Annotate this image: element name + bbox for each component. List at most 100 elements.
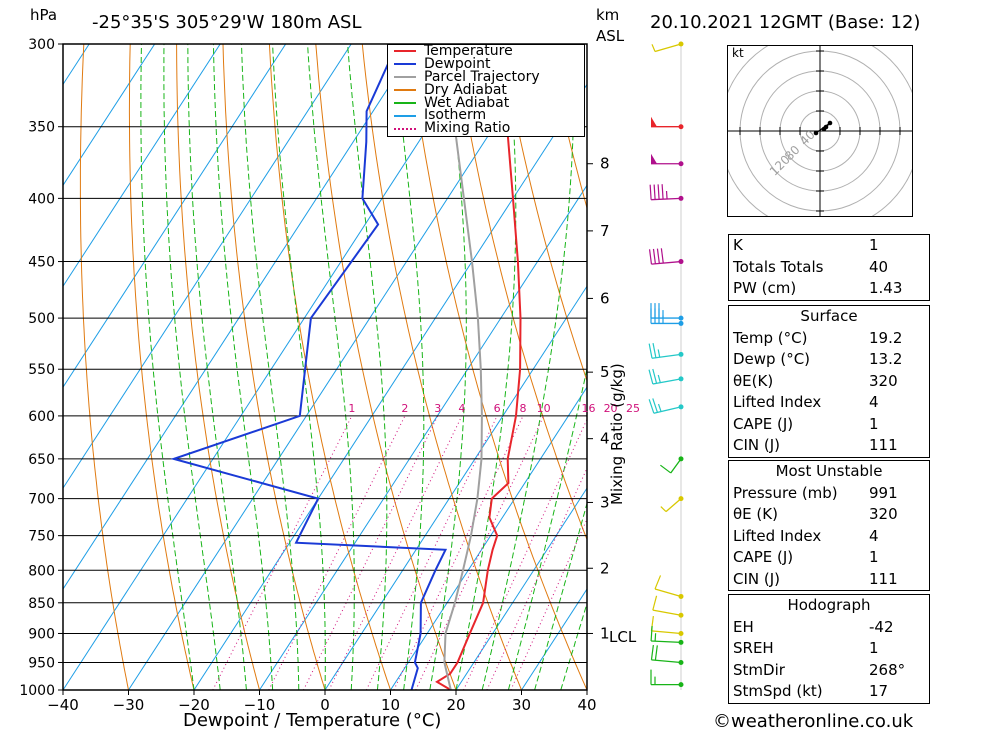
pressure-tick-label: 950: [28, 655, 55, 671]
wind-barb-flag: [661, 184, 664, 200]
x-tick-label: −30: [113, 696, 145, 714]
height-tick-label: 3: [600, 493, 610, 511]
mixing-ratio-label: 16: [582, 402, 596, 415]
index-value: 268°: [869, 660, 906, 679]
wind-barb-flag: [648, 343, 653, 359]
mixing-ratio-labels: 1 2 3 4 6 8 10 16 20 25: [348, 402, 640, 415]
copyright-footer: ©weatheronline.co.uk: [713, 711, 914, 732]
wind-barb-flag: [660, 464, 672, 474]
wind-barb-half-flag: [665, 190, 668, 200]
wet-adiabats: [140, 44, 587, 690]
legend-swatch: [394, 63, 416, 66]
wind-barb: [654, 575, 684, 599]
index-table-title: Surface: [800, 307, 858, 325]
dry-adiabat-line: [361, 44, 522, 690]
legend-swatch: [394, 127, 416, 130]
wind-barb-flag: [648, 249, 653, 265]
wind-barb: [648, 343, 684, 359]
index-label: CAPE (J): [733, 548, 794, 566]
x-tick-label: −40: [47, 696, 79, 714]
pressure-tick-label: 400: [28, 191, 55, 207]
most-unstable-index-table: Most Unstable Pressure (mb) 991 θE (K) 320 Li…: [728, 460, 930, 591]
mixing-ratio-line: [328, 415, 463, 690]
pressure-tick-label: 800: [28, 563, 55, 579]
wind-barb-flag: [654, 575, 662, 590]
sounding-series: [170, 44, 522, 690]
dry-adiabat-line: [408, 44, 587, 690]
dry-adiabat-line: [315, 44, 457, 690]
wind-barb: [660, 456, 684, 474]
pressure-tick-label: 550: [28, 362, 55, 378]
dry-adiabat-line: [128, 44, 195, 690]
index-value: 1: [869, 236, 879, 254]
height-unit-km: km: [596, 6, 620, 24]
index-value: 1.43: [869, 279, 903, 297]
wind-barb-staff: [654, 588, 682, 598]
series-line-temperature: [435, 44, 522, 690]
dry-adiabat-line: [966, 44, 1000, 690]
mixing-ratio-line: [268, 415, 406, 690]
index-row: StmSpd (kt) 17: [729, 681, 929, 703]
index-value: 320: [869, 505, 898, 523]
pressure-tick-label: 600: [28, 409, 55, 425]
isotherm-line: [324, 285, 587, 690]
surface-index-table: Surface Temp (°C) 19.2 Dewp (°C) 13.2 θE(K) 32…: [728, 305, 930, 458]
wind-barb-staff: [651, 197, 682, 201]
isotherm-line: [128, 44, 549, 690]
legend-label: Isotherm: [424, 107, 487, 124]
index-value: 4: [869, 393, 879, 411]
wind-barb: [652, 595, 684, 618]
location-title: -25°35'S 305°29'W 180m ASL: [92, 12, 362, 33]
index-row: Temp (°C) 19.2: [729, 328, 929, 350]
index-row: PW (cm) 1.43: [729, 278, 929, 300]
wind-barb-half-flag: [651, 44, 656, 52]
isotherm-line: [259, 184, 587, 690]
index-value: 320: [869, 371, 898, 390]
index-label: PW (cm): [733, 279, 797, 297]
wet-adiabat-line: [455, 44, 517, 690]
wind-barb: [650, 644, 684, 665]
mixing-ratio-line: [415, 415, 545, 690]
index-row: Pressure (mb) 991: [729, 483, 929, 505]
wind-barb-half-flag: [657, 374, 661, 383]
wind-barb-flag: [656, 248, 660, 264]
index-label: EH: [733, 617, 754, 636]
pressure-tick-label: 1000: [19, 683, 55, 699]
legend-swatch: [394, 76, 416, 79]
wet-adiabat-line: [347, 44, 388, 690]
mixing-ratio-label: 25: [626, 402, 640, 415]
index-row: Totals Totals 40: [729, 257, 929, 279]
wet-adiabat-line: [272, 44, 326, 690]
wet-adiabat-line: [140, 44, 195, 690]
index-label: θE (K): [733, 505, 778, 523]
index-row: Lifted Index 4: [729, 526, 929, 548]
wind-barb: [650, 303, 684, 321]
mixing-ratio-label: 2: [401, 402, 408, 415]
height-tick-label: 1: [600, 624, 610, 642]
wind-barb: [649, 184, 684, 201]
index-value: 1: [869, 414, 879, 433]
hodograph-point: [827, 120, 833, 126]
index-value: 1: [869, 548, 879, 566]
wind-barb-flag: [650, 626, 653, 642]
wind-barb-flag: [654, 645, 658, 661]
wind-barb-flag: [652, 368, 658, 384]
index-label: CIN (J): [733, 436, 781, 454]
index-table-title: Most Unstable: [775, 462, 883, 480]
x-tick-label: −10: [244, 696, 276, 714]
series-line-dewpoint: [170, 44, 448, 690]
datetime-label: 20.10.2021 12GMT (Base: 12): [650, 12, 921, 33]
dry-adiabat-line: [501, 44, 587, 383]
index-row: CIN (J) 111: [729, 569, 929, 591]
index-row: CAPE (J) 1: [729, 547, 929, 569]
dry-adiabat-line: [176, 44, 260, 690]
wind-barb: [648, 398, 684, 414]
wind-barb: [648, 368, 684, 385]
mixing-ratio-lines: [212, 415, 587, 690]
wind-barb-staff: [665, 498, 682, 513]
index-label: Dewp (°C): [733, 350, 811, 368]
height-tick-label: 6: [600, 289, 610, 307]
hodograph-unit: kt: [732, 46, 744, 60]
wind-barb-staff: [651, 640, 682, 643]
dry-adiabat-line: [268, 44, 391, 690]
